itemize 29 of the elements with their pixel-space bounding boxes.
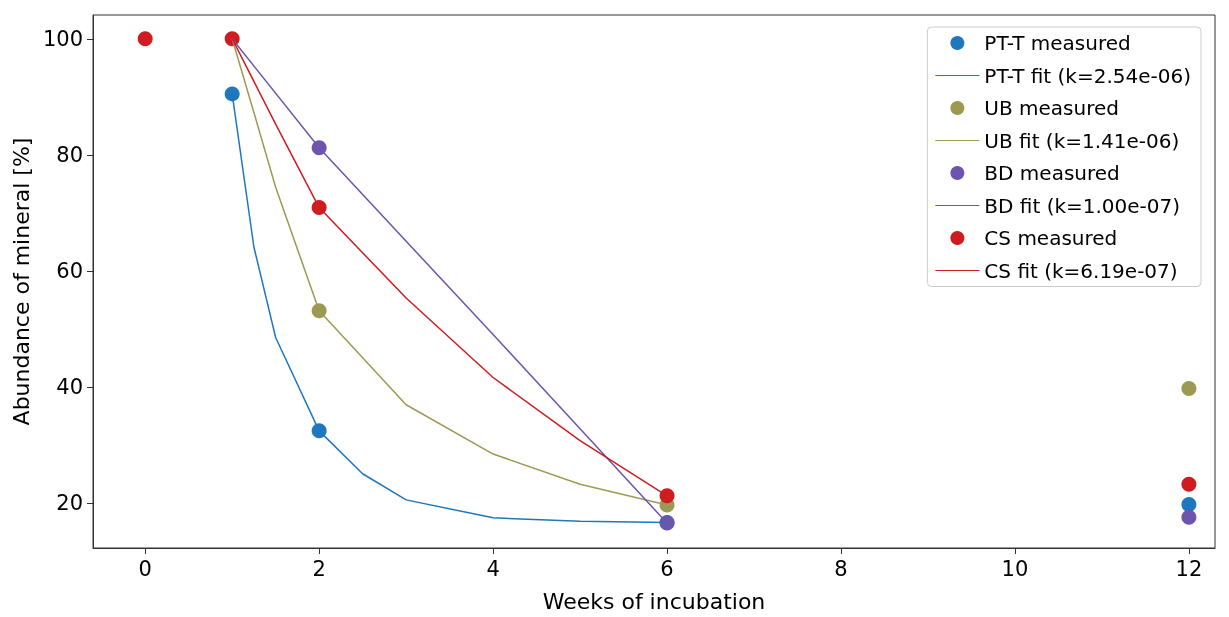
point <box>659 488 675 504</box>
y-tick-label: 40 <box>56 374 83 399</box>
legend-label: UB fit (k=1.41e-06) <box>984 128 1180 153</box>
legend-label: CS fit (k=6.19e-07) <box>984 258 1178 283</box>
x-axis-title: Weeks of incubation <box>542 588 766 614</box>
point <box>1181 497 1197 512</box>
y-tick-label: 60 <box>56 258 83 283</box>
y-tick-label: 80 <box>56 142 83 167</box>
legend-label: BD measured <box>984 161 1120 185</box>
point <box>1181 509 1197 525</box>
legend-label: UB measured <box>984 96 1119 120</box>
point <box>1181 381 1197 396</box>
point <box>224 86 240 102</box>
legend-label: CS measured <box>984 226 1118 250</box>
y-tick-label: 100 <box>42 26 83 51</box>
legend-label: PT-T fit (k=2.54e-06) <box>984 63 1191 88</box>
legend-label: BD fit (k=1.00e-07) <box>984 193 1181 218</box>
x-tick-label: 8 <box>834 556 848 581</box>
y-axis-title: Abundance of mineral [%] <box>8 137 34 426</box>
point <box>1181 476 1197 492</box>
x-tick-label: 10 <box>1001 556 1029 581</box>
legend-label: PT-T measured <box>984 31 1131 55</box>
point <box>137 31 153 47</box>
x-tick-label: 6 <box>660 556 674 581</box>
y-tick-label: 20 <box>56 490 83 515</box>
x-tick-label: 2 <box>312 556 326 581</box>
x-tick-label: 12 <box>1175 556 1203 581</box>
x-tick-label: 0 <box>138 556 152 581</box>
x-tick-label: 4 <box>486 556 500 581</box>
